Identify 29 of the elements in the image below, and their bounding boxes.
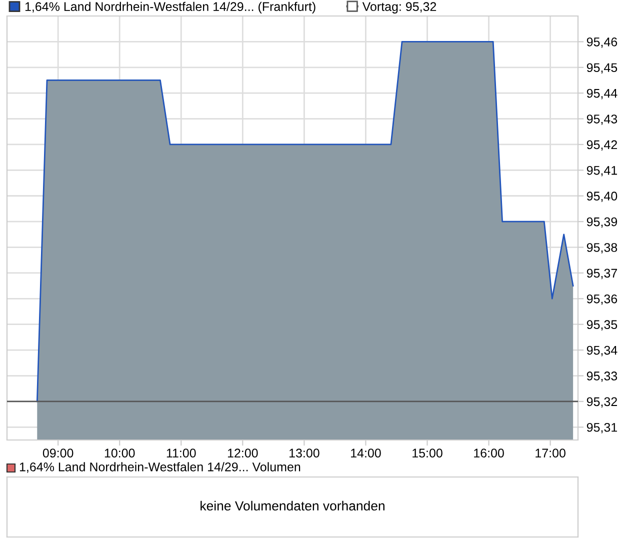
legend-label: 1,64% Land Nordrhein-Westfalen 14/29... (Frankfurt) [25, 2, 316, 14]
x-tick-label: 16:00 [474, 448, 504, 458]
y-tick-label: 95,36 [586, 294, 618, 305]
x-tick-label: 15:00 [412, 448, 442, 458]
y-tick-label: 95,33 [586, 372, 618, 382]
y-tick-label: 95,32 [586, 397, 617, 408]
y-tick-label: 95,45 [586, 63, 618, 74]
x-tick-label: 10:00 [104, 448, 135, 458]
legend-label: Vortag: 95,32 [362, 2, 436, 14]
x-tick-label: 13:00 [290, 448, 320, 458]
y-tick-label: 95,37 [586, 268, 617, 280]
x-tick-label: 11:00 [166, 448, 196, 458]
y-tick-label: 95,31 [586, 422, 618, 434]
y-tick-label: 95,43 [586, 114, 618, 125]
y-tick-label: 95,38 [586, 243, 618, 254]
x-tick-label: 09:00 [42, 448, 74, 458]
y-tick-label: 95,46 [586, 38, 618, 48]
x-tick-label: 17:00 [536, 448, 566, 458]
y-tick-label: 95,34 [586, 346, 618, 356]
y-tick-label: 95,40 [586, 192, 618, 202]
text: keine Volumendaten vorhanden [200, 500, 384, 511]
text: 1,64% Land Nordrhein-Westfalen 14/29... Volumen [20, 462, 300, 473]
y-tick-label: 95,35 [586, 320, 618, 330]
y-tick-label: 95,42 [586, 140, 617, 151]
y-tick-label: 95,41 [586, 166, 618, 176]
x-tick-label: 12:00 [228, 448, 258, 458]
x-tick-label: 14:00 [351, 448, 381, 458]
y-tick-label: 95,39 [586, 217, 618, 228]
y-tick-label: 95,44 [586, 88, 618, 100]
